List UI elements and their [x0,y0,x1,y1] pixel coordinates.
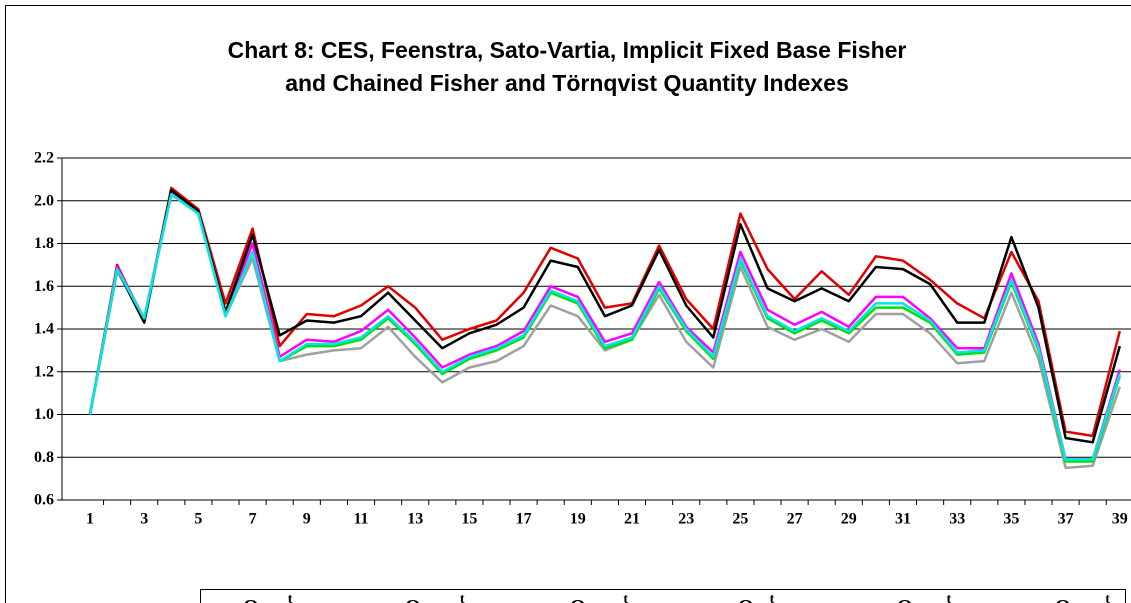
legend-label-part: Q [738,596,754,603]
series-line [88,190,1121,461]
x-tick-label: 11 [353,511,368,528]
y-tick-label: 2.2 [34,150,54,167]
legend-label-part: t [1105,592,1110,603]
x-tick-label: 27 [787,511,803,528]
x-tick-label: 19 [570,511,586,528]
series-line [88,193,1121,461]
x-tick-label: 15 [461,511,477,528]
chart-title: Chart 8: CES, Feenstra, Sato-Vartia, Imp… [228,37,907,63]
x-tick-label: 7 [249,511,257,528]
x-tick-label: 23 [678,511,694,528]
legend-label: QTChIt [1055,592,1110,603]
legend-box [200,589,1126,603]
y-tick-label: 1.8 [34,235,54,252]
legend-label-part: t [770,592,775,603]
x-tick-label: 31 [895,511,911,528]
x-tick-label: 13 [407,511,423,528]
y-tick-label: 1.0 [34,406,54,423]
legend-label-part: t [623,592,628,603]
legend-label: QFIt [738,592,775,603]
chart-title: and Chained Fisher and Törnqvist Quantit… [285,70,849,96]
legend-label: QFEENt [405,592,465,603]
legend-label-part: Q [1055,596,1071,603]
legend-label-part: Q [897,596,913,603]
y-tick-label: 0.6 [34,492,54,509]
x-tick-label: 35 [1003,511,1019,528]
legend-label-part: Q [405,596,421,603]
legend-label-part: Q [570,596,586,603]
series-line [88,188,1122,444]
x-tick-label: 39 [1112,511,1128,528]
x-tick-label: 21 [624,511,640,528]
x-tick-label: 1 [86,511,94,528]
legend-label-part: t [460,592,465,603]
y-tick-label: 0.8 [34,449,54,466]
x-tick-label: 9 [303,511,311,528]
y-tick-label: 1.6 [34,278,54,295]
x-tick-label: 25 [732,511,748,528]
legend-label: QFChIt [897,592,951,603]
x-tick-label: 33 [949,511,965,528]
x-tick-label: 17 [516,511,532,528]
y-tick-label: 1.4 [34,321,54,338]
y-tick-label: 2.0 [34,192,54,209]
legend-label: QSVCht [570,592,628,603]
legend-label-part: t [288,592,293,603]
x-tick-label: 29 [841,511,857,528]
x-tick-label: 3 [140,511,148,528]
y-tick-label: 1.2 [34,363,54,380]
legend-label-part: t [946,592,951,603]
legend-label: QCESt [243,592,293,603]
legend-label-part: Q [243,596,259,603]
x-tick-label: 37 [1058,511,1074,528]
x-tick-label: 5 [194,511,202,528]
